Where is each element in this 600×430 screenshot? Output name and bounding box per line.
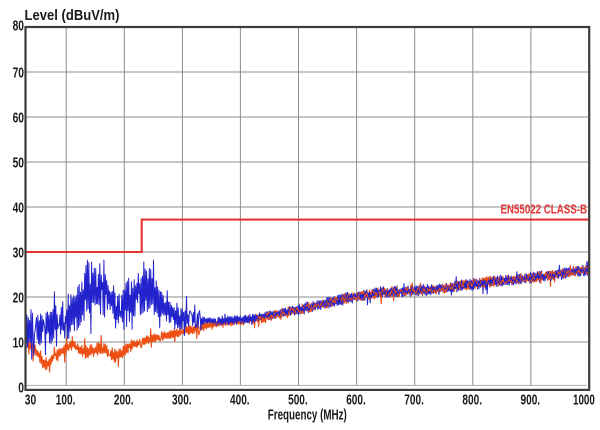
svg-text:200.: 200. [114, 393, 134, 409]
svg-text:500.: 500. [288, 393, 308, 409]
svg-text:30: 30 [25, 393, 36, 409]
svg-text:900.: 900. [521, 393, 541, 409]
svg-text:70: 70 [13, 66, 24, 82]
svg-text:10: 10 [13, 336, 24, 352]
svg-text:300.: 300. [172, 393, 192, 409]
svg-text:1000: 1000 [573, 393, 595, 409]
svg-text:Level (dBuV/m): Level (dBuV/m) [25, 7, 120, 24]
svg-text:40: 40 [13, 201, 24, 217]
svg-text:60: 60 [13, 111, 24, 127]
svg-text:400.: 400. [230, 393, 250, 409]
svg-text:EN55022 CLASS-B: EN55022 CLASS-B [501, 203, 588, 217]
svg-text:100.: 100. [56, 393, 76, 409]
svg-text:Frequency (MHz): Frequency (MHz) [268, 407, 347, 424]
svg-text:50: 50 [13, 156, 24, 172]
svg-text:0: 0 [18, 381, 24, 397]
svg-text:20: 20 [13, 291, 24, 307]
svg-text:80: 80 [13, 19, 24, 35]
svg-text:800.: 800. [462, 393, 482, 409]
svg-text:600.: 600. [346, 393, 366, 409]
svg-text:30: 30 [13, 246, 24, 262]
svg-text:700.: 700. [404, 393, 424, 409]
